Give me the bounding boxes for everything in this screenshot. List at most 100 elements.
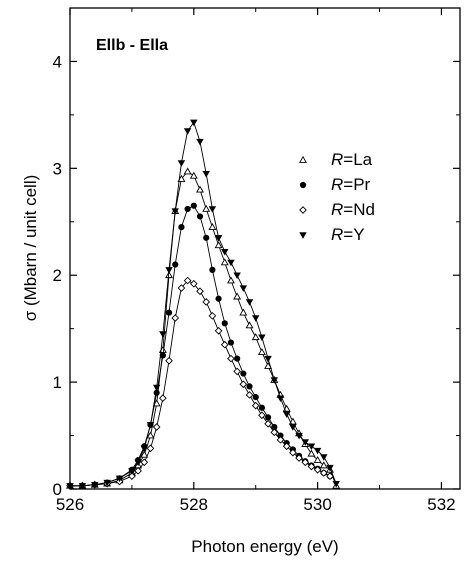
- data-point: [128, 468, 136, 475]
- legend-item: R=Y: [299, 225, 365, 244]
- data-point: [78, 483, 87, 490]
- data-point: [189, 171, 198, 179]
- data-point: [233, 272, 241, 280]
- data-point: [171, 208, 179, 215]
- legend-label: R=Y: [331, 225, 365, 244]
- legend: R=LaR=PrR=NdR=Y: [299, 150, 375, 244]
- data-point: [214, 326, 223, 335]
- legend-label-prefix: R: [331, 175, 343, 194]
- data-point: [159, 331, 167, 338]
- data-point: [183, 276, 192, 285]
- data-point: [307, 443, 316, 451]
- legend-marker: [299, 155, 307, 163]
- data-point: [257, 348, 266, 356]
- data-point: [134, 466, 142, 475]
- data-point: [128, 472, 136, 481]
- data-point: [140, 458, 149, 467]
- y-axis-title: σ (Mbarn / unit cell): [21, 175, 40, 322]
- legend-label: R=Pr: [331, 175, 371, 194]
- data-point: [245, 391, 254, 399]
- data-point: [319, 461, 328, 469]
- legend-marker: [299, 232, 307, 239]
- y-tick-label: 1: [53, 373, 62, 392]
- data-point: [295, 432, 303, 440]
- data-point: [184, 205, 191, 213]
- series-nd: [66, 276, 334, 490]
- legend-label-suffix: =Pr: [343, 175, 370, 194]
- data-point: [276, 395, 285, 402]
- data-point: [307, 462, 316, 471]
- data-point: [202, 298, 211, 306]
- data-point: [246, 383, 253, 390]
- data-point: [226, 276, 235, 284]
- data-point: [159, 394, 167, 402]
- y-tick-label: 3: [53, 159, 62, 178]
- data-point: [264, 414, 272, 421]
- data-point: [277, 432, 284, 439]
- data-point: [221, 249, 229, 256]
- y-tick-label: 4: [53, 52, 62, 71]
- data-point: [202, 170, 210, 178]
- data-point: [239, 308, 248, 316]
- data-point: [239, 285, 248, 292]
- data-point: [319, 469, 328, 477]
- data-point: [252, 393, 259, 401]
- data-point: [196, 213, 204, 220]
- data-point: [202, 204, 211, 212]
- panel-label: Ellb - Ella: [96, 37, 168, 54]
- data-point: [251, 315, 260, 322]
- data-point: [270, 428, 279, 437]
- data-point: [264, 355, 272, 363]
- data-point: [214, 241, 223, 249]
- y-tick-label: 2: [53, 266, 62, 285]
- series-line: [70, 205, 331, 487]
- data-point: [208, 206, 217, 213]
- legend-label-suffix: =Nd: [343, 200, 375, 219]
- data-point: [301, 458, 310, 467]
- series-line: [70, 280, 331, 487]
- data-point: [239, 380, 248, 389]
- legend-item: R=Pr: [299, 175, 371, 194]
- data-point: [313, 465, 322, 474]
- data-point: [152, 384, 161, 392]
- legend-label-suffix: =La: [343, 150, 372, 169]
- data-point: [245, 321, 254, 329]
- legend-label: R=Nd: [331, 200, 375, 219]
- data-point: [313, 456, 322, 463]
- data-point: [208, 312, 217, 320]
- data-point: [171, 314, 180, 322]
- data-point: [276, 435, 285, 444]
- legend-item: R=La: [299, 150, 373, 169]
- data-point: [190, 202, 197, 209]
- data-point: [208, 223, 217, 230]
- x-tick-label: 526: [56, 495, 84, 514]
- data-point: [234, 355, 241, 362]
- data-point: [220, 340, 229, 349]
- data-point: [221, 320, 228, 327]
- data-point: [326, 464, 334, 472]
- series-layer: [66, 119, 341, 490]
- plot-frame: [69, 7, 461, 490]
- data-point: [301, 439, 309, 446]
- data-point: [282, 411, 291, 418]
- data-point: [183, 167, 192, 175]
- data-point: [196, 138, 204, 146]
- data-point: [165, 356, 173, 365]
- data-point: [326, 472, 334, 481]
- legend-item: R=Nd: [299, 200, 375, 219]
- data-point: [289, 424, 297, 431]
- data-point: [289, 448, 297, 457]
- legend-marker: [299, 206, 307, 214]
- data-point: [227, 259, 235, 267]
- series-pr: [66, 202, 334, 489]
- data-point: [264, 419, 272, 428]
- legend-label-prefix: R: [331, 200, 343, 219]
- data-point: [178, 224, 185, 231]
- data-point: [134, 459, 142, 467]
- data-point: [190, 119, 198, 127]
- data-point: [189, 279, 198, 288]
- data-point: [220, 258, 229, 266]
- data-point: [140, 445, 149, 453]
- legend-label-prefix: R: [331, 225, 343, 244]
